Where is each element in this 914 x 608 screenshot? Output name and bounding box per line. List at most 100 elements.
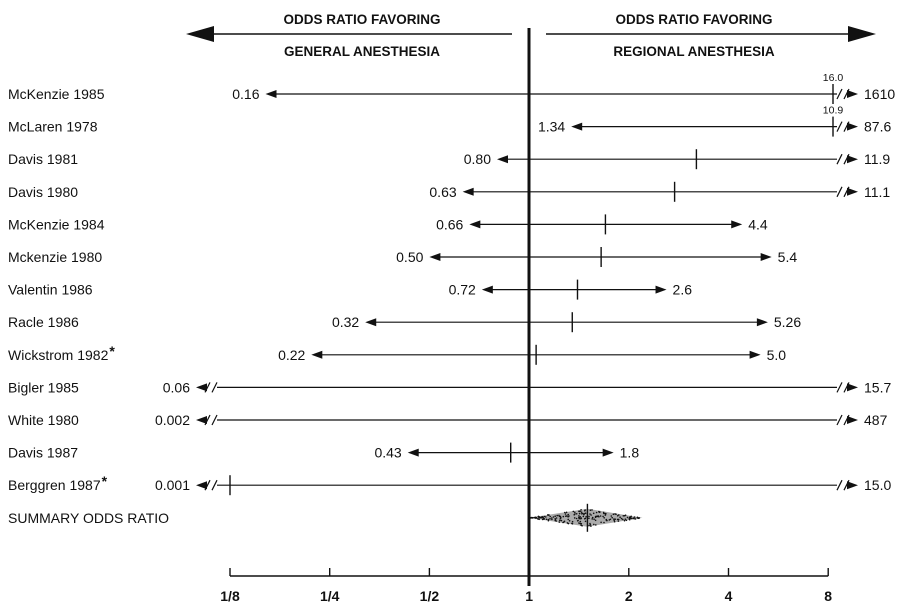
study-name: White 1980	[8, 412, 79, 428]
summary-stipple	[540, 516, 542, 519]
summary-stipple	[591, 509, 593, 511]
summary-stipple	[633, 516, 636, 518]
summary-stipple	[593, 523, 595, 526]
summary-stipple	[571, 522, 573, 525]
summary-stipple	[588, 515, 590, 518]
summary-stipple	[589, 513, 591, 515]
summary-stipple	[568, 520, 571, 522]
summary-stipple	[598, 516, 600, 518]
study-row: Davis 1981 0.80 11.9	[8, 149, 890, 170]
x-tick-label: 8	[824, 588, 832, 604]
ci-arrow-right	[847, 383, 858, 392]
summary-stipple	[620, 517, 623, 520]
ci-upper-label: 11.1	[864, 184, 890, 200]
summary-stipple	[593, 518, 595, 520]
summary-stipple	[555, 517, 558, 519]
summary-stipple	[545, 516, 547, 518]
ci-arrow-right	[655, 285, 667, 294]
summary-stipple	[585, 516, 587, 518]
summary-stipple	[613, 518, 615, 520]
summary-stipple	[622, 515, 625, 517]
summary-stipple	[578, 510, 580, 513]
summary-stipple	[573, 514, 575, 516]
summary-stipple	[612, 513, 615, 516]
ci-lower-label: 0.43	[374, 445, 401, 461]
summary-stipple	[584, 510, 586, 512]
study-row: Bigler 1985 0.06 15.7	[8, 377, 891, 398]
summary-stipple	[582, 515, 585, 518]
summary-stipple	[589, 522, 591, 525]
summary-stipple	[599, 515, 602, 517]
summary-stipple	[538, 518, 540, 521]
summary-stipple	[552, 516, 555, 518]
study-name: Bigler 1985	[8, 379, 79, 395]
study-row: Davis 1980 0.63 11.1	[8, 181, 890, 202]
summary-stipple	[588, 517, 590, 520]
summary-stipple	[609, 518, 612, 521]
summary-stipple	[613, 520, 616, 523]
ci-lower-label: 0.06	[163, 379, 190, 395]
summary-stipple	[567, 518, 569, 521]
ci-lower-label: 0.22	[278, 347, 305, 363]
ci-arrow-right	[847, 155, 858, 164]
ci-lower-label: 0.72	[449, 282, 476, 298]
header-left-line1: ODDS RATIO FAVORING	[283, 12, 440, 27]
summary-row: SUMMARY ODDS RATIO	[8, 503, 643, 532]
summary-stipple	[614, 518, 616, 520]
summary-stipple	[572, 510, 575, 513]
ci-arrow-left	[196, 416, 207, 424]
ci-arrow-left	[497, 155, 509, 164]
summary-stipple	[580, 517, 583, 519]
study-row: Wickstrom 1982 * 0.22 5.0	[8, 343, 786, 365]
study-row: McLaren 1978 1.34 87.6 10.9	[8, 105, 891, 137]
ci-arrow-right	[731, 220, 743, 229]
ci-arrow-left	[429, 253, 441, 261]
summary-label: SUMMARY ODDS RATIO	[8, 510, 169, 526]
header-arrow-right-head	[848, 26, 876, 42]
study-name: McKenzie 1984	[8, 216, 105, 232]
summary-stipple	[560, 519, 563, 522]
ci-lower-label: 0.002	[155, 412, 190, 428]
ci-arrow-right	[756, 318, 768, 327]
summary-stipple	[616, 515, 619, 517]
summary-stipple	[562, 521, 564, 524]
study-name: Davis 1980	[8, 184, 78, 200]
summary-stipple	[578, 515, 580, 517]
point-estimate-label: 16.0	[823, 72, 844, 84]
summary-stipple	[575, 513, 578, 515]
summary-stipple	[626, 516, 629, 519]
ci-lower-label: 0.16	[232, 86, 259, 102]
summary-stipple	[559, 519, 561, 522]
ci-lower-label: 0.32	[332, 314, 359, 330]
summary-stipple	[549, 518, 551, 520]
summary-stipple	[538, 516, 541, 519]
summary-stipple	[581, 525, 583, 527]
summary-stipple	[613, 519, 615, 522]
summary-stipple	[564, 511, 566, 514]
summary-stipple	[591, 516, 594, 519]
summary-stipple	[537, 516, 540, 518]
summary-stipple	[631, 517, 633, 520]
header: ODDS RATIO FAVORING GENERAL ANESTHESIA O…	[186, 12, 876, 59]
summary-stipple	[554, 518, 556, 520]
ci-lower-label: 1.34	[538, 119, 565, 135]
ci-lower-label: 0.001	[155, 477, 190, 493]
ci-upper-label: 5.26	[774, 314, 801, 330]
summary-stipple	[603, 517, 605, 519]
summary-stipple	[629, 516, 631, 518]
summary-stipple	[578, 522, 580, 524]
ci-arrow-left	[469, 220, 481, 229]
summary-stipple	[574, 511, 576, 514]
summary-stipple	[622, 518, 624, 521]
summary-stipple	[602, 515, 604, 518]
summary-stipple	[556, 514, 558, 517]
summary-stipple	[589, 509, 592, 512]
summary-stipple	[547, 518, 550, 521]
summary-stipple	[578, 517, 581, 520]
summary-stipple	[628, 518, 631, 521]
ci-arrow-right	[749, 350, 761, 359]
summary-stipple	[531, 517, 534, 519]
study-rows: McKenzie 1985 0.16 1610 16.0 McLaren 1978 1.3…	[8, 72, 895, 496]
summary-stipple	[637, 517, 640, 519]
ci-upper-label: 2.6	[673, 282, 693, 298]
